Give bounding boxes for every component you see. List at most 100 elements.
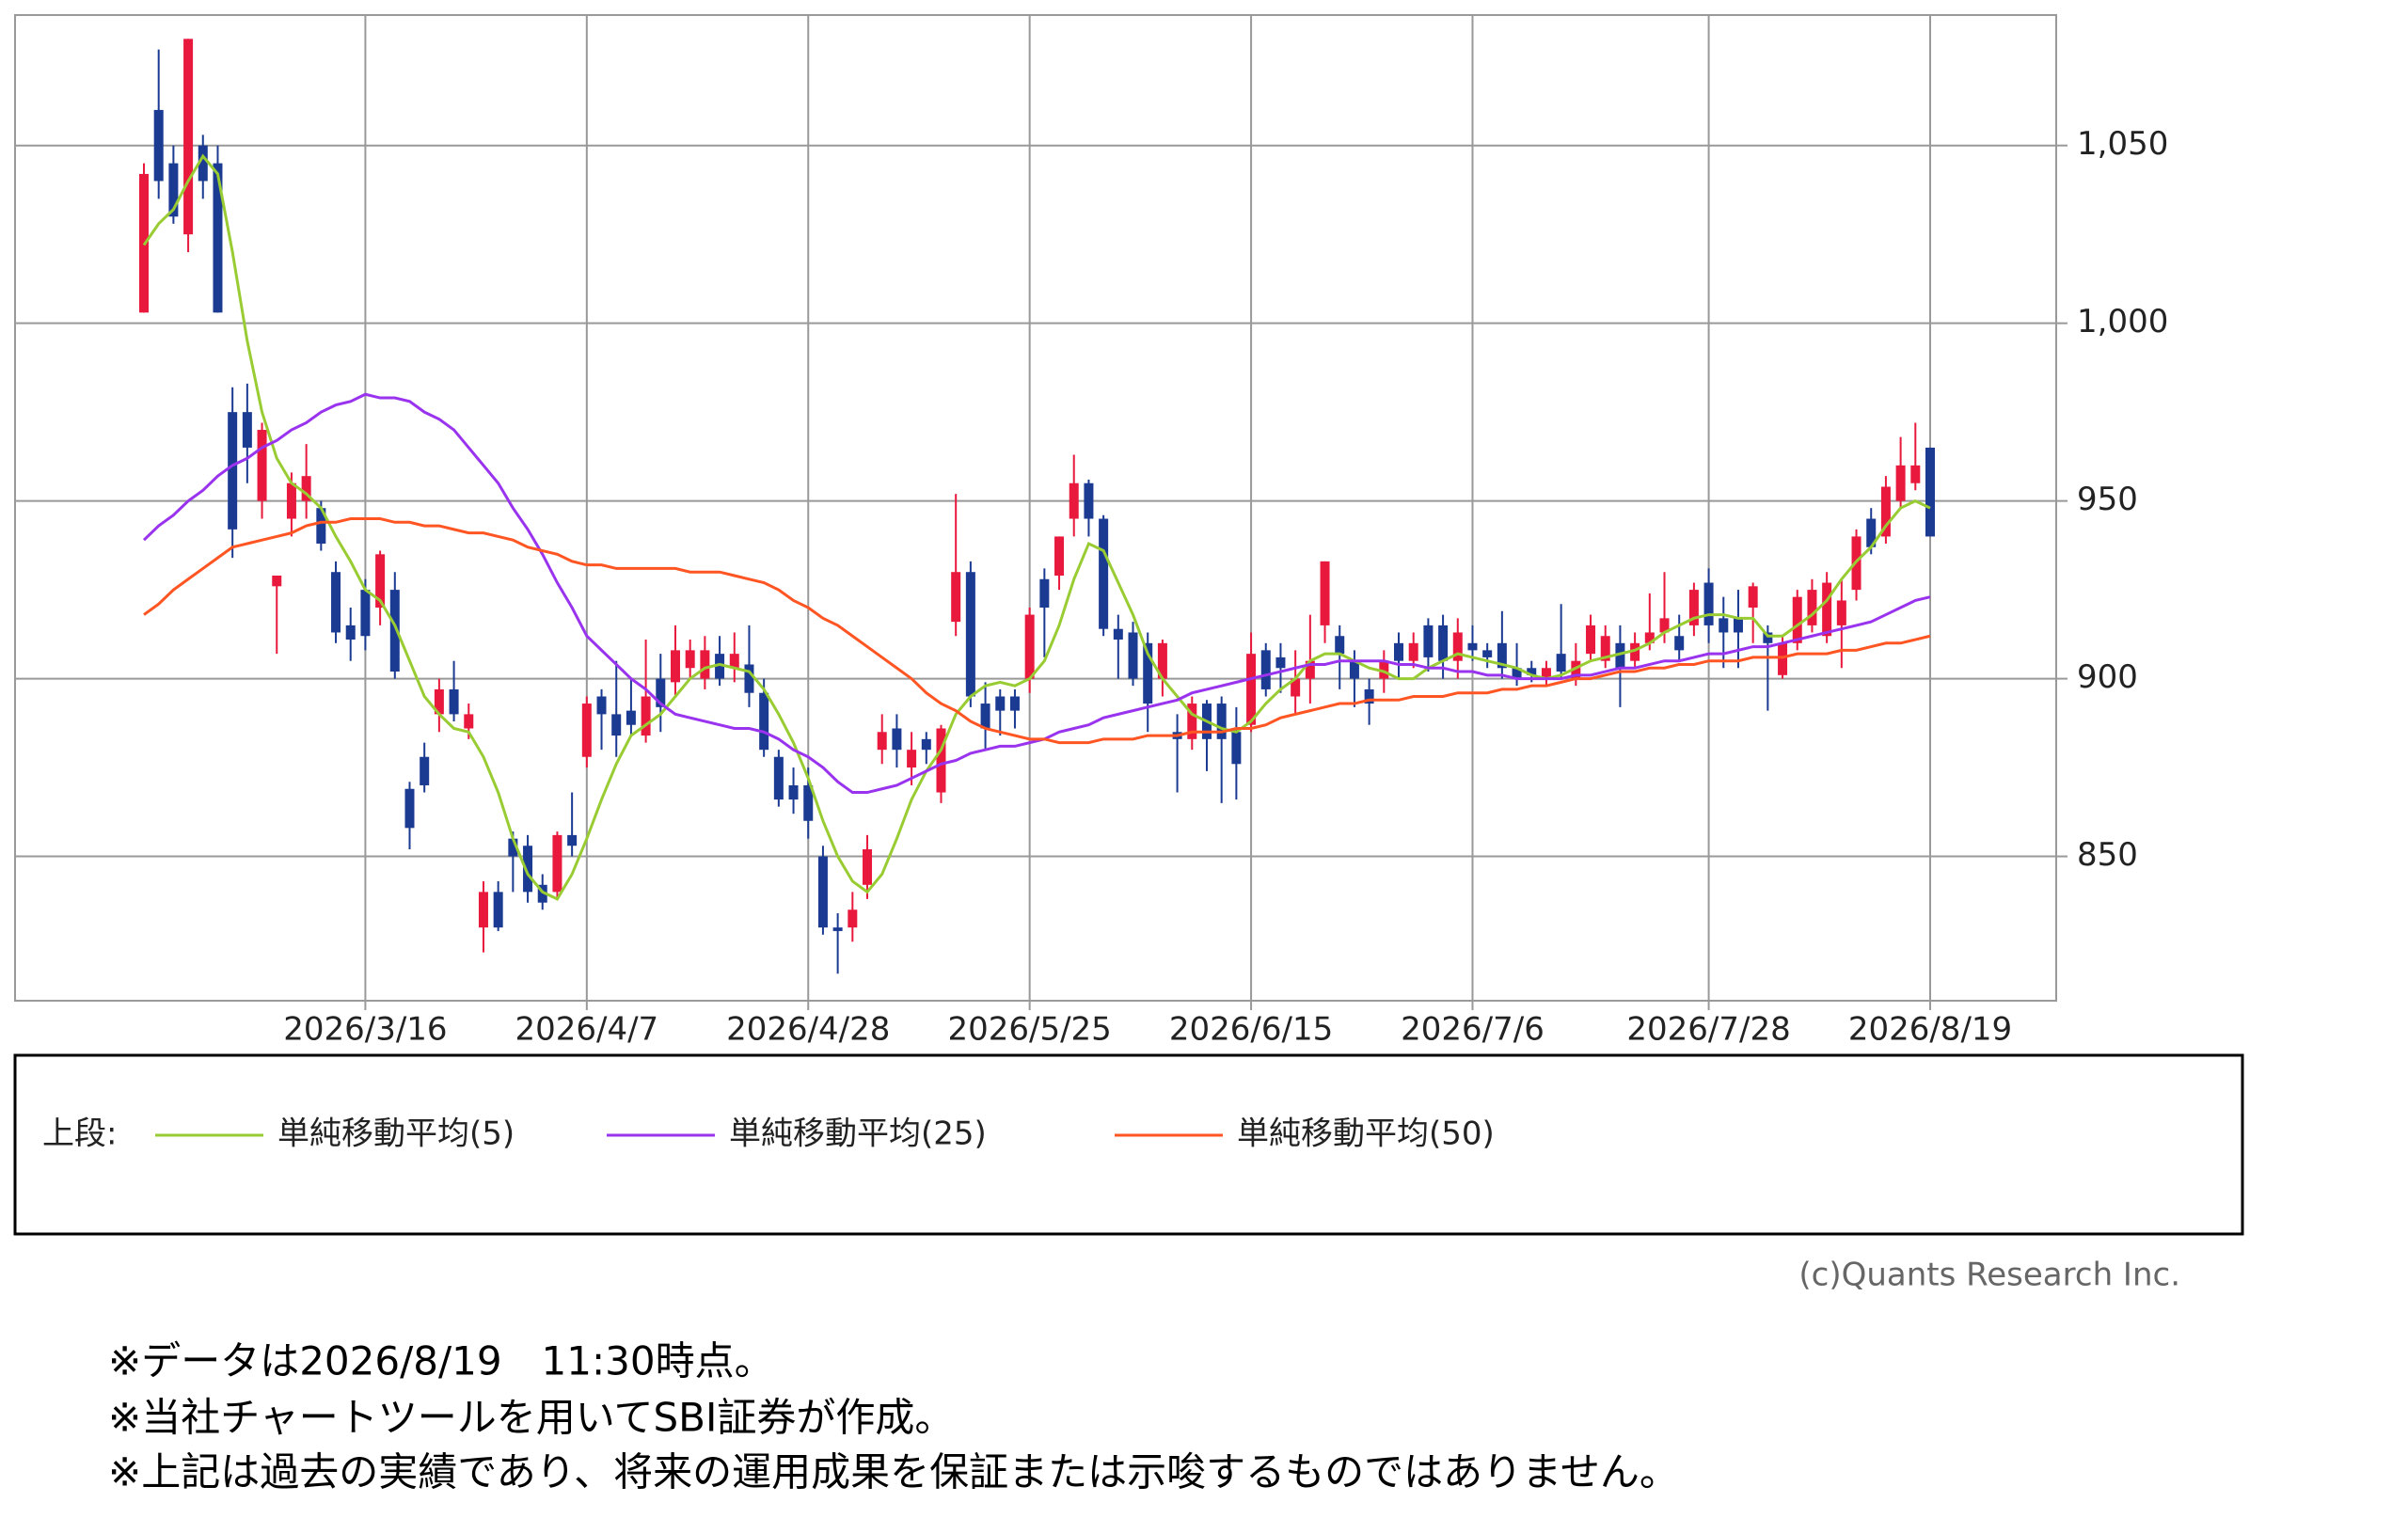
candle-body bbox=[523, 846, 533, 893]
candle-body bbox=[1039, 578, 1050, 609]
plot-frame bbox=[14, 14, 2057, 1002]
moving-average-line bbox=[142, 392, 1931, 795]
legend-label: 単純移動平均(25) bbox=[729, 1115, 987, 1153]
candle-body bbox=[1187, 704, 1197, 739]
x-tick-label: 2026/4/28 bbox=[726, 1011, 890, 1049]
candle-body bbox=[1423, 625, 1434, 657]
candle-body bbox=[803, 784, 814, 821]
candle-body bbox=[1467, 642, 1478, 651]
candle-body bbox=[331, 572, 341, 633]
candle-body bbox=[1733, 618, 1743, 633]
legend-label: 単純移動平均(50) bbox=[1237, 1115, 1495, 1153]
candle-body bbox=[1556, 654, 1566, 672]
candle-body bbox=[493, 892, 503, 928]
candle-body bbox=[434, 688, 444, 715]
candle-body bbox=[375, 554, 386, 609]
candle-body bbox=[1084, 482, 1094, 519]
candle-body bbox=[877, 732, 887, 751]
candle-body bbox=[478, 892, 488, 928]
candle-body bbox=[1688, 590, 1699, 625]
candle-body bbox=[183, 39, 194, 235]
candle-body bbox=[1099, 518, 1109, 629]
candle-body bbox=[1275, 656, 1286, 669]
candle-body bbox=[1231, 732, 1242, 765]
candle-body bbox=[242, 412, 252, 448]
x-tick-label: 2026/5/25 bbox=[947, 1011, 1111, 1049]
candle-body bbox=[729, 654, 739, 669]
candle-body bbox=[301, 476, 311, 501]
candle-body bbox=[1748, 586, 1758, 609]
candle-body bbox=[508, 838, 518, 857]
candle-body bbox=[715, 654, 725, 679]
candle-body bbox=[1335, 636, 1345, 655]
candle-body bbox=[1497, 642, 1507, 669]
candle-body bbox=[1703, 582, 1714, 625]
candle-body bbox=[389, 590, 400, 672]
candle-body bbox=[1054, 536, 1065, 576]
note: ※当社チャートツールを用いてSBI証券が作成。 bbox=[108, 1395, 954, 1441]
note: ※データは2026/8/19 11:30時点。 bbox=[108, 1338, 774, 1384]
candle-body bbox=[759, 692, 769, 751]
candle-body bbox=[153, 109, 164, 182]
candle-body bbox=[1157, 642, 1167, 679]
candle-body bbox=[272, 575, 282, 587]
candle-body bbox=[892, 728, 902, 751]
candle-body bbox=[832, 927, 843, 931]
moving-average-line bbox=[143, 517, 1931, 745]
candle-body bbox=[1541, 668, 1551, 679]
x-tick-label: 2026/7/28 bbox=[1626, 1011, 1790, 1049]
candle-body bbox=[1600, 636, 1610, 661]
candle-body bbox=[788, 784, 799, 800]
candle-body bbox=[921, 738, 931, 751]
x-tick-label: 2026/4/7 bbox=[515, 1011, 658, 1049]
candle-body bbox=[1910, 465, 1921, 483]
candle-body bbox=[951, 572, 961, 623]
candle-body bbox=[168, 163, 179, 217]
candle-body bbox=[700, 650, 710, 679]
candle-body bbox=[1512, 668, 1522, 679]
candle-body bbox=[596, 696, 607, 715]
candle-body bbox=[1571, 660, 1581, 679]
y-tick-label: 1,050 bbox=[2077, 125, 2168, 163]
candle-body bbox=[685, 650, 695, 669]
legend-box bbox=[13, 1053, 2244, 1236]
candle-body bbox=[1807, 590, 1817, 625]
candle-body bbox=[286, 482, 296, 519]
candle-body bbox=[773, 756, 784, 800]
candle-body bbox=[863, 849, 873, 885]
legend-title: 上段: bbox=[42, 1115, 117, 1153]
note: ※上記は過去の実績であり、将来の運用成果を保証または示唆するものではありません。 bbox=[108, 1449, 1679, 1495]
candle-body bbox=[1349, 660, 1359, 679]
x-tick-label: 2026/8/19 bbox=[1848, 1011, 2012, 1049]
candle-body bbox=[936, 728, 946, 793]
candle-body bbox=[213, 163, 223, 313]
candle-body bbox=[1482, 650, 1493, 657]
candle-body bbox=[1630, 642, 1640, 661]
candle-body bbox=[656, 678, 666, 707]
candle-body bbox=[1408, 642, 1418, 661]
candle-body bbox=[965, 572, 975, 697]
y-tick-label: 900 bbox=[2077, 658, 2138, 696]
candle-body bbox=[626, 710, 636, 725]
candle-body bbox=[1069, 482, 1079, 519]
candle-body bbox=[670, 650, 680, 683]
candle-body bbox=[449, 688, 459, 715]
candle-body bbox=[1895, 465, 1906, 501]
candle-body bbox=[1836, 600, 1846, 625]
candle-body bbox=[316, 508, 326, 544]
candle-body bbox=[817, 856, 828, 928]
candle-body bbox=[995, 696, 1006, 711]
candle-body bbox=[907, 750, 917, 768]
candle-body bbox=[1674, 636, 1685, 651]
candle-body bbox=[1364, 688, 1374, 704]
candle-body bbox=[1128, 632, 1138, 679]
y-tick-label: 950 bbox=[2077, 481, 2138, 518]
candle-body bbox=[1320, 561, 1330, 625]
candle-body bbox=[257, 430, 267, 501]
candle-body bbox=[404, 788, 415, 829]
candle-body bbox=[1659, 618, 1670, 633]
candle-body bbox=[420, 756, 430, 785]
candle-body bbox=[1586, 625, 1596, 655]
